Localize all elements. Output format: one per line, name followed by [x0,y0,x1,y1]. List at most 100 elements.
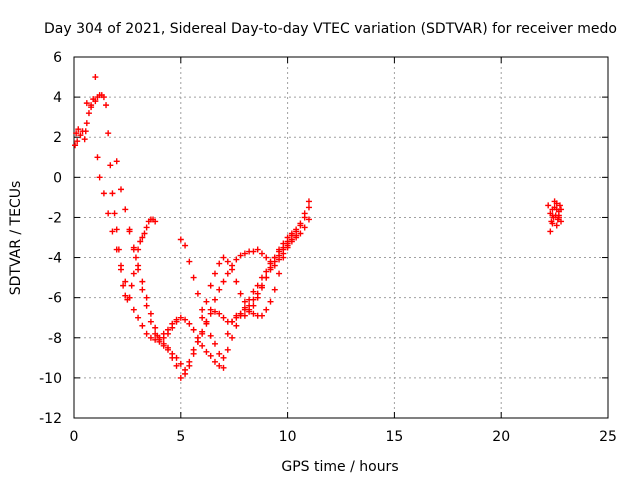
data-point [547,228,554,235]
data-point [207,306,214,313]
data-point [94,154,101,161]
data-point [224,258,231,265]
data-point [549,212,556,219]
data-point [75,126,82,133]
data-point [152,324,159,331]
data-point [139,234,146,241]
data-point [220,254,227,261]
y-tick-label: -6 [48,291,62,307]
data-point [117,186,124,193]
data-point [96,174,103,181]
data-point [229,266,236,273]
data-point [199,330,206,337]
data-point [137,238,144,245]
data-point [190,274,197,281]
data-point [169,354,176,361]
data-point [220,314,227,321]
data-point [556,202,563,209]
data-point [211,340,218,347]
data-series [126,198,312,361]
data-point [229,318,236,325]
data-point [553,222,560,229]
y-tick-label: -8 [48,331,62,347]
data-point [103,102,110,109]
data-point [160,334,167,341]
x-tick-label: 0 [70,429,79,445]
data-point [190,346,197,353]
data-point [139,322,146,329]
data-point [237,290,244,297]
data-point [305,216,312,223]
data-point [224,330,231,337]
data-point [100,190,107,197]
data-point [207,332,214,339]
grid [74,57,608,418]
data-point [224,270,231,277]
data-point [280,240,287,247]
data-point [250,288,257,295]
data-point [551,198,558,205]
data-point [297,230,304,237]
x-tick-label: 5 [176,429,185,445]
x-axis-label: GPS time / hours [281,459,398,475]
plot-frame [73,56,609,419]
data-point [117,262,124,269]
data-point [220,364,227,371]
data-point [72,142,79,149]
data-point [207,282,214,289]
data-point [177,360,184,367]
data-point [109,190,116,197]
data-point [160,342,167,349]
data-point [254,246,261,253]
data-point [220,278,227,285]
data-point [169,324,176,331]
data-series [545,198,565,235]
data-point [216,350,223,357]
data-point [135,262,142,269]
data-series [113,158,312,381]
data-point [152,218,159,225]
data-point [190,326,197,333]
data-point [164,330,171,337]
data-points [72,74,565,381]
data-series [83,74,300,371]
data-point [288,238,295,245]
data-point [203,298,210,305]
data-point [263,254,270,261]
data-point [113,246,120,253]
data-point [250,310,257,317]
y-tick-label: -10 [39,371,62,387]
data-point [229,334,236,341]
data-point [276,270,283,277]
data-point [220,354,227,361]
data-point [301,224,308,231]
data-point [553,206,560,213]
data-point [301,210,308,217]
data-point [177,236,184,243]
data-point [288,230,295,237]
data-point [284,242,291,249]
data-point [100,94,107,101]
data-point [211,270,218,277]
data-point [254,290,261,297]
data-series [199,242,291,321]
data-point [199,306,206,313]
y-tick-label: -12 [39,411,62,427]
y-axis-label: SDTVAR / TECUs [8,181,24,296]
data-point [83,100,90,107]
data-point [233,322,240,329]
data-point [107,162,114,169]
data-point [305,198,312,205]
data-point [207,352,214,359]
data-point [199,342,206,349]
data-point [258,282,265,289]
data-point [147,334,154,341]
data-series [72,92,312,373]
data-point [297,220,304,227]
data-point [128,282,135,289]
data-point [77,132,84,139]
data-point [305,204,312,211]
data-point [280,254,287,261]
data-point [186,320,193,327]
